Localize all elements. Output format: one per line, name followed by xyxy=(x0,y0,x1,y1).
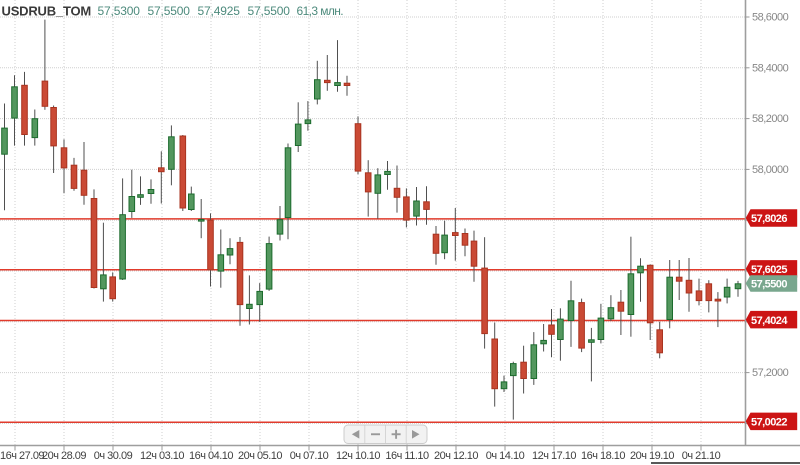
svg-text:0ч 14.10: 0ч 14.10 xyxy=(486,450,525,462)
svg-text:20ч 28.09: 20ч 28.09 xyxy=(42,450,86,462)
svg-text:20ч 19.10: 20ч 19.10 xyxy=(630,450,674,462)
svg-text:57,0022: 57,0022 xyxy=(751,416,787,428)
svg-text:57,4925: 57,4925 xyxy=(198,4,241,18)
svg-text:USDRUB_TOM: USDRUB_TOM xyxy=(2,4,92,19)
svg-text:0ч 21.10: 0ч 21.10 xyxy=(682,450,721,462)
svg-text:20ч 12.10: 20ч 12.10 xyxy=(434,450,478,462)
svg-text:57,5500: 57,5500 xyxy=(751,279,787,291)
svg-text:57,6025: 57,6025 xyxy=(751,264,787,276)
svg-text:20ч 05.10: 20ч 05.10 xyxy=(238,450,282,462)
svg-text:12ч 17.10: 12ч 17.10 xyxy=(532,450,576,462)
svg-text:58,4000: 58,4000 xyxy=(752,62,789,74)
svg-text:57,5500: 57,5500 xyxy=(148,4,191,18)
svg-text:16ч 27.09: 16ч 27.09 xyxy=(0,450,44,462)
svg-text:57,8026: 57,8026 xyxy=(751,213,787,225)
svg-text:12ч 03.10: 12ч 03.10 xyxy=(140,450,184,462)
svg-text:58,2000: 58,2000 xyxy=(752,113,789,125)
svg-text:61,3 млн.: 61,3 млн. xyxy=(297,4,344,18)
svg-text:58,6000: 58,6000 xyxy=(752,12,789,24)
svg-text:0ч 30.09: 0ч 30.09 xyxy=(94,450,133,462)
svg-text:16ч 04.10: 16ч 04.10 xyxy=(189,450,233,462)
svg-text:57,2000: 57,2000 xyxy=(752,367,789,379)
svg-text:57,5500: 57,5500 xyxy=(248,4,291,18)
svg-text:16ч 18.10: 16ч 18.10 xyxy=(581,450,625,462)
svg-text:12ч 10.10: 12ч 10.10 xyxy=(336,450,380,462)
svg-text:16ч 11.10: 16ч 11.10 xyxy=(385,450,429,462)
svg-text:58,0000: 58,0000 xyxy=(752,164,789,176)
svg-text:0ч 07.10: 0ч 07.10 xyxy=(290,450,329,462)
svg-text:57,4024: 57,4024 xyxy=(751,315,788,327)
svg-text:57,5300: 57,5300 xyxy=(98,4,141,18)
